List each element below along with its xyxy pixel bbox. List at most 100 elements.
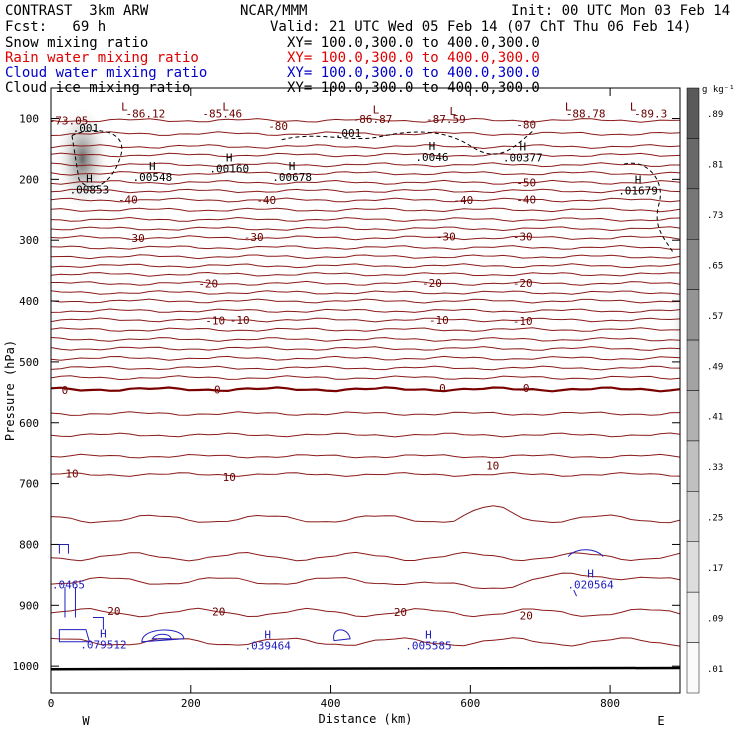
isotherm-line xyxy=(51,607,680,618)
y-tick-label: 1000 xyxy=(13,660,40,673)
high-marker: H xyxy=(226,151,233,164)
isotherm-line xyxy=(51,471,680,477)
x-tick-label: 400 xyxy=(321,697,341,710)
isotherm-label: -20 xyxy=(198,277,218,290)
field-xy-snow: XY= 100.0,300.0 to 400.0,300.0 xyxy=(287,35,540,51)
isotherm-label: -10 xyxy=(429,314,449,327)
y-tick-label: 600 xyxy=(19,417,39,430)
isotherm-line xyxy=(51,572,680,590)
high-marker: H xyxy=(149,160,156,173)
isotherm-label: -40 xyxy=(256,194,276,207)
isotherm-label: -20 xyxy=(513,277,533,290)
y-tick-label: 200 xyxy=(19,173,39,186)
isotherm-label: -30 xyxy=(244,231,264,244)
isotherm-line xyxy=(51,216,680,222)
isotherm-line xyxy=(51,432,680,438)
isotherm-label: -10 xyxy=(205,315,225,328)
colorbar-label: .25 xyxy=(707,514,723,524)
isotherm-label: 10 xyxy=(486,459,499,472)
isotherm-line xyxy=(51,226,680,232)
low-marker: L xyxy=(121,100,128,113)
colorbar-segment xyxy=(686,440,700,492)
extremum-value: .079512 xyxy=(80,638,126,651)
init-time: Init: 00 UTC Mon 03 Feb 14 xyxy=(511,3,731,19)
high-marker: H xyxy=(425,629,432,642)
colorbar-segment xyxy=(686,390,700,442)
cloud-ice-label: .001 xyxy=(73,122,100,135)
isotherm-label: -40 xyxy=(516,193,536,206)
cloud-water-contour xyxy=(573,589,578,597)
field-name-snow: Snow mixing ratio xyxy=(5,35,149,51)
high-marker: H xyxy=(587,568,594,581)
field-name-cloud-water: Cloud water mixing ratio xyxy=(5,65,208,81)
colorbar-label: .57 xyxy=(707,312,723,322)
isotherm-line xyxy=(51,179,680,185)
isotherm-line xyxy=(51,365,680,371)
isotherm-label: 20 xyxy=(394,606,407,619)
x-tick-label: 200 xyxy=(181,697,201,710)
extremum-value: .0465 xyxy=(52,579,85,592)
x-tick-label: 800 xyxy=(600,697,620,710)
isotherm-label: 0 xyxy=(62,384,69,397)
isotherm-line xyxy=(51,637,680,647)
y-tick-label: 500 xyxy=(19,356,39,369)
isotherm-line xyxy=(51,271,680,277)
cloud-ice-label: .001 xyxy=(335,127,362,140)
low-marker: L xyxy=(373,103,380,116)
colorbar-label: .49 xyxy=(707,362,723,372)
isotherm-line xyxy=(51,505,680,524)
isotherm-label: -86.12 xyxy=(125,108,165,121)
isotherm-line xyxy=(51,131,680,136)
high-marker: H xyxy=(289,160,296,173)
cloud-water-contour xyxy=(64,587,104,630)
cloud-ice-contour xyxy=(281,130,534,155)
colorbar-label: .41 xyxy=(707,413,723,423)
x-tick-label: 0 xyxy=(48,697,55,710)
isotherm-line xyxy=(51,162,680,168)
isotherm-line xyxy=(51,375,680,381)
y-axis-title: Pressure (hPa) xyxy=(3,340,17,441)
y-tick-label: 300 xyxy=(19,234,39,247)
colorbar-label: .33 xyxy=(707,463,723,473)
colorbar-label: .17 xyxy=(707,564,723,574)
model-title: CONTRAST 3km ARW xyxy=(5,3,149,19)
isotherm-line xyxy=(51,171,680,176)
colorbar-segment xyxy=(686,642,700,694)
isotherm-label: -89.3 xyxy=(634,108,667,121)
colorbar-label: .09 xyxy=(707,614,723,624)
isotherm-label: -88.78 xyxy=(566,108,606,121)
isotherm-label: -40 xyxy=(118,193,138,206)
isotherm-line xyxy=(51,244,680,250)
extremum-value: .020564 xyxy=(567,579,614,592)
extremum-value: .005585 xyxy=(405,640,451,653)
low-marker: L xyxy=(450,105,457,118)
low-marker: L xyxy=(222,100,229,113)
isotherm-label: 20 xyxy=(212,605,225,618)
isotherm-label: 0 xyxy=(523,382,530,395)
isotherm-line xyxy=(51,317,680,323)
field-xy-rain: XY= 100.0,300.0 to 400.0,300.0 xyxy=(287,50,540,66)
isotherm-label: -85.46 xyxy=(202,108,242,121)
cloud-water-contour xyxy=(58,629,91,643)
isotherm-label: 10 xyxy=(223,471,236,484)
isotherm-line xyxy=(51,346,680,351)
isotherm-line xyxy=(51,197,680,203)
isotherm-label: -10 xyxy=(513,315,533,328)
extremum-value: .0046 xyxy=(415,151,448,164)
low-marker: L xyxy=(630,100,637,113)
isotherm-line xyxy=(51,551,680,562)
isotherm-label: -10 xyxy=(230,314,250,327)
isotherm-label: 0 xyxy=(439,382,446,395)
high-marker: H xyxy=(86,173,93,186)
isotherm-label: -80 xyxy=(516,119,536,132)
colorbar-unit: g kg⁻¹ xyxy=(702,85,735,95)
cloud-water-contour xyxy=(141,629,185,643)
isotherm-line xyxy=(51,263,680,269)
cloud-water-contour xyxy=(151,633,172,640)
colorbar-segment xyxy=(686,541,700,593)
low-marker: L xyxy=(565,100,572,113)
isotherm-line xyxy=(51,254,680,260)
isotherm-label: -80 xyxy=(268,120,288,133)
colorbar-segment xyxy=(686,239,700,290)
